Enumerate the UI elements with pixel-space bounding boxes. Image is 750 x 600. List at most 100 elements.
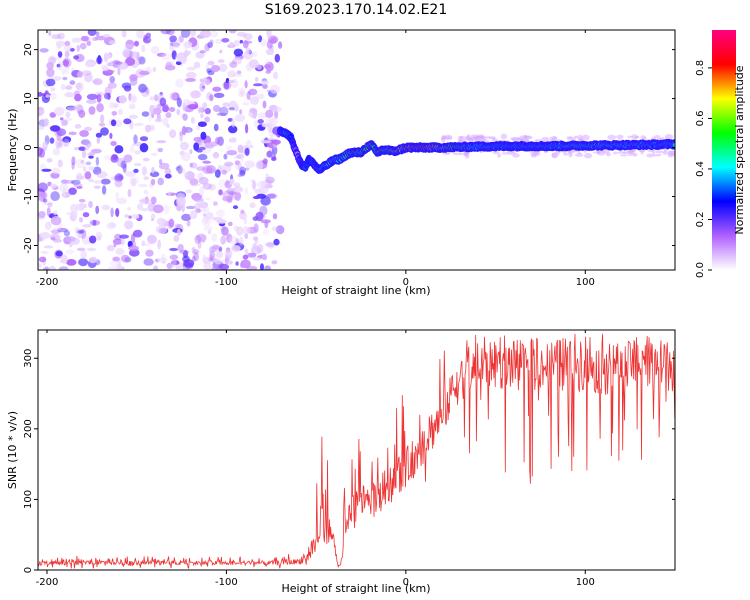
noise-speckle [61, 69, 65, 75]
halo-speckle [635, 136, 640, 139]
noise-speckle [169, 35, 177, 43]
noise-speckle [101, 66, 109, 72]
noise-speckle [217, 59, 225, 64]
snr-series [38, 333, 675, 569]
noise-speckle [254, 188, 262, 194]
noise-speckle [69, 243, 73, 248]
spectrogram-frame [37, 29, 676, 271]
noise-speckle [103, 92, 111, 100]
noise-speckle [218, 63, 228, 72]
noise-speckle [262, 100, 267, 109]
noise-speckle [265, 109, 274, 118]
noise-speckle [82, 212, 90, 218]
noise-speckle [274, 53, 280, 63]
noise-speckle [189, 162, 198, 169]
noise-speckle [179, 132, 183, 142]
noise-speckle [38, 256, 47, 263]
halo-speckle [616, 134, 624, 140]
x-tick-label: -200 [36, 577, 59, 588]
noise-speckle [66, 259, 77, 266]
noise-speckle [169, 247, 179, 252]
noise-speckle [78, 146, 86, 151]
noise-speckle [152, 204, 164, 214]
noise-speckle [173, 235, 180, 242]
noise-speckle [202, 165, 213, 175]
noise-speckle [227, 260, 233, 265]
noise-speckle [177, 164, 183, 175]
noise-speckle [187, 103, 199, 110]
noise-speckle [113, 241, 117, 248]
noise-speckle [57, 227, 68, 233]
noise-speckle [266, 150, 273, 158]
noise-speckle [244, 248, 249, 254]
halo-speckle [622, 151, 630, 155]
noise-speckle [158, 162, 170, 170]
noise-speckle [77, 233, 82, 239]
noise-speckle [100, 178, 111, 185]
noise-speckle [183, 259, 195, 268]
noise-speckle [237, 144, 244, 154]
noise-speckle [218, 263, 230, 270]
noise-speckle [50, 92, 57, 100]
noise-speckle [122, 49, 130, 58]
noise-speckle [139, 136, 149, 142]
noise-speckle [179, 249, 190, 255]
halo-speckle [512, 153, 520, 158]
noise-speckle [76, 229, 85, 234]
noise-speckle [38, 182, 48, 192]
noise-speckle [92, 166, 102, 175]
noise-speckle [80, 35, 89, 42]
noise-speckle [57, 159, 63, 168]
noise-speckle [118, 108, 123, 116]
noise-speckle [176, 196, 186, 207]
noise-speckle [240, 152, 244, 162]
noise-speckle [89, 219, 101, 226]
noise-speckle [229, 61, 238, 68]
snr-y-label: SNR (10 * v/v) [6, 411, 19, 489]
noise-speckle [184, 172, 189, 177]
noise-speckle [115, 248, 125, 255]
noise-speckle [225, 77, 230, 84]
noise-speckle [197, 106, 203, 114]
noise-speckle [82, 224, 92, 228]
halo-speckle [483, 139, 490, 143]
noise-speckle [244, 160, 256, 168]
noise-speckle [115, 119, 123, 128]
noise-speckle [211, 244, 220, 250]
noise-speckle [133, 122, 144, 127]
noise-speckle [133, 134, 138, 144]
noise-speckle [142, 36, 152, 44]
noise-speckle [207, 70, 215, 76]
spectrogram-y-axis: -20 -10 0 10 20 [23, 43, 675, 254]
noise-speckle [252, 257, 262, 261]
noise-speckle [86, 99, 97, 104]
noise-speckle [214, 38, 222, 44]
halo-speckle [459, 135, 463, 139]
noise-speckle [252, 242, 257, 250]
noise-speckle [63, 59, 69, 67]
noise-speckle [245, 123, 249, 134]
noise-speckle [209, 94, 214, 102]
noise-speckle [65, 111, 71, 118]
noise-speckle [202, 213, 207, 217]
noise-speckle [202, 160, 211, 164]
noise-speckle [272, 213, 278, 220]
noise-speckle [62, 187, 66, 198]
noise-speckle [203, 216, 209, 224]
noise-speckle [212, 104, 221, 113]
noise-speckle [227, 80, 236, 83]
noise-speckle [266, 40, 273, 49]
noise-speckle [136, 203, 144, 211]
noise-speckle [226, 150, 238, 156]
noise-speckle [199, 82, 206, 92]
noise-speckle [153, 265, 159, 270]
noise-speckle [199, 186, 205, 197]
noise-speckle [253, 236, 259, 241]
noise-speckle [88, 106, 96, 115]
noise-speckle [124, 44, 134, 49]
noise-speckle [229, 137, 237, 143]
noise-speckle [204, 142, 211, 149]
noise-speckle [49, 55, 55, 63]
noise-speckle [80, 250, 87, 260]
noise-speckle [50, 236, 56, 241]
